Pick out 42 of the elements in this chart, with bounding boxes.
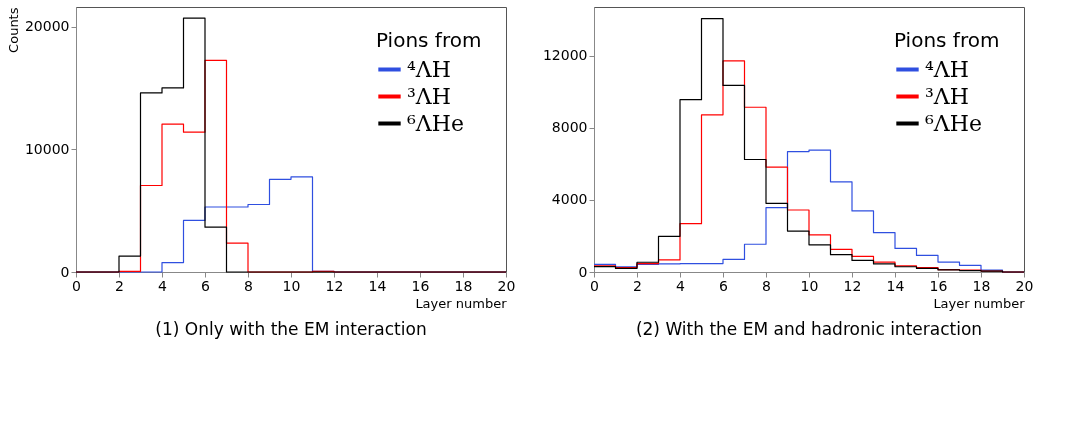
x-tick-label: 2 [115, 277, 124, 294]
x-tick-label: 16 [929, 277, 948, 294]
x-tick-label: 18 [972, 277, 991, 294]
legend-label: ⁴ΛH [925, 56, 969, 82]
x-tick-label: 16 [411, 277, 430, 294]
x-tick-label: 4 [676, 277, 686, 294]
y-tick-label: 10000 [24, 140, 70, 157]
x-tick-label: 4 [158, 277, 168, 294]
x-tick-label: 10 [800, 277, 819, 294]
x-tick-label: 0 [72, 277, 81, 294]
x-tick-label: 0 [590, 277, 599, 294]
y-tick-label: 0 [60, 263, 70, 280]
legend-label: ⁶ΛHe [925, 110, 982, 136]
legend-title: Pions from [376, 28, 482, 52]
legend-label: ⁶ΛHe [407, 110, 464, 136]
x-tick-label: 14 [368, 277, 387, 294]
x-tick-label: 6 [201, 277, 211, 294]
x-tick-label: 2 [633, 277, 642, 294]
x-tick-label: 10 [282, 277, 301, 294]
y-tick-label: 4000 [551, 191, 588, 208]
y-axis-title: Counts [5, 7, 21, 53]
legend-label: ³ΛH [407, 83, 451, 109]
legend-title: Pions from [894, 28, 1000, 52]
x-tick-label: 14 [886, 277, 905, 294]
x-tick-label: 8 [762, 277, 771, 294]
x-tick-label: 12 [843, 277, 862, 294]
x-tick-label: 20 [1015, 277, 1034, 294]
x-tick-label: 8 [244, 277, 253, 294]
x-tick-label: 6 [719, 277, 729, 294]
text: (2) With the EM and hadronic interaction [635, 319, 983, 339]
y-tick-label: 12000 [542, 47, 588, 64]
y-tick-label: 0 [578, 263, 588, 280]
y-tick-label: 20000 [24, 18, 70, 35]
y-tick-label: 8000 [551, 119, 588, 136]
legend-label: ⁴ΛH [407, 56, 451, 82]
x-tick-label: 12 [325, 277, 344, 294]
x-tick-label: 20 [497, 277, 516, 294]
legend-label: ³ΛH [925, 83, 969, 109]
text: (1) Only with the EM interaction [155, 319, 427, 339]
x-axis-title: Layer number [933, 295, 1026, 311]
x-axis-title: Layer number [415, 295, 508, 311]
x-tick-label: 18 [454, 277, 473, 294]
